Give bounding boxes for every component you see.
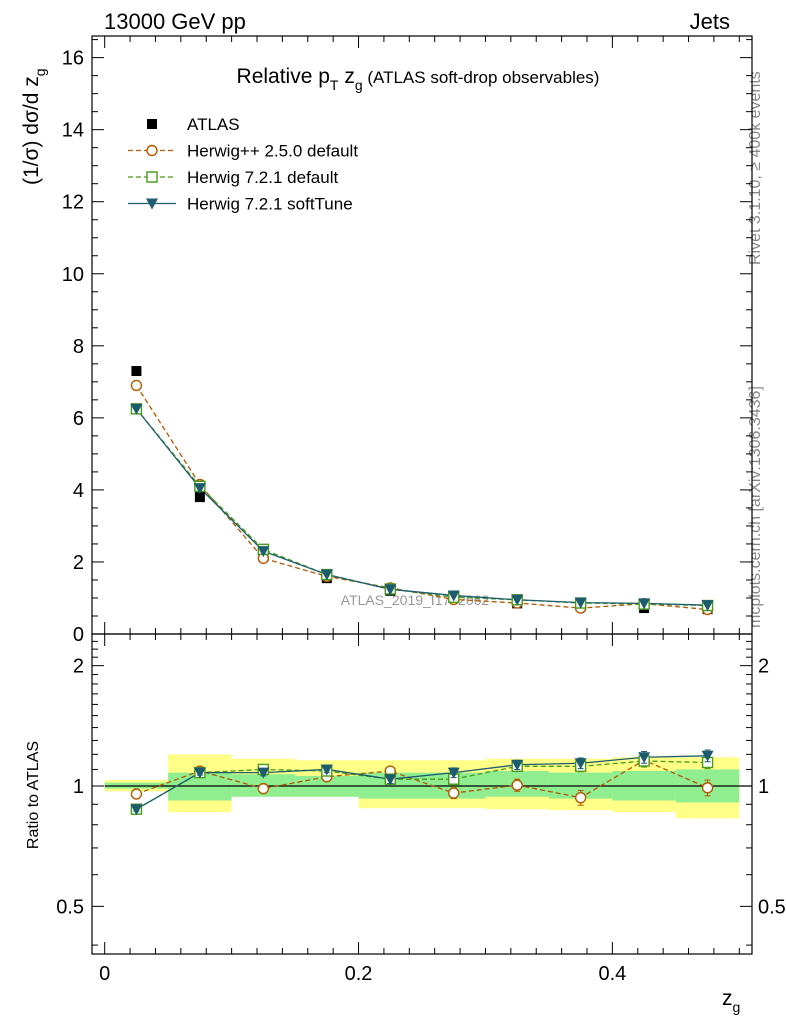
y-tick-label: 4 [73,480,84,502]
ratio-point-0-0 [130,788,143,800]
series-line-1 [135,385,708,611]
x-tick-label: 0.2 [345,963,373,985]
ratio-point-2-1 [193,767,206,779]
x-axis-label-sub: g [733,999,741,1015]
ratio-point-0-9 [701,782,714,794]
mcplots-label: mcplots.cern.ch [arXiv:1306.3436] [747,386,764,628]
ratio-point-2-7 [574,758,587,770]
title-main: Relative p [237,65,330,88]
x-tick-label: 0 [99,963,110,985]
legend-label-1: Herwig++ 2.5.0 default [187,142,358,161]
data-point-3-8 [638,598,651,610]
ratio-y-label: Ratio to ATLAS [25,741,42,849]
data-point-3-9 [701,600,714,612]
y-tick-label: 8 [73,336,84,358]
x-axis-label-main: z [722,987,733,1010]
ratio-y-tick-label-right: 1 [758,776,769,798]
legend-label-2: Herwig 7.2.1 default [187,168,338,187]
data-point-3-7 [574,597,587,609]
data-point-3-2 [257,546,270,558]
data-point-3-0 [130,403,143,415]
ratio-point-2-3 [320,764,333,776]
ratio-point-2-0 [130,804,143,816]
ratio-point-2-4 [384,774,397,786]
ratio-y-tick-label: 0.5 [56,896,84,918]
ratio-point-2-5 [447,767,460,779]
legend-marker-1 [146,144,158,157]
ratio-y-tick-label-right: 2 [758,656,769,678]
ratio-point-2-2 [257,767,270,779]
data-point-3-4 [384,584,397,596]
y-axis-label-main: (1/σ) dσ/d z [20,76,43,185]
x-axis-label: zg [722,987,740,1015]
ratio-y-tick-label-right: 0.5 [758,896,786,918]
ratio-point-2-6 [511,759,524,771]
ratio-point-0-7 [574,791,587,804]
data-point-0-0 [131,366,142,377]
ratio-frame [91,633,753,955]
ratio-line-0 [136,759,708,799]
data-point-1-0 [130,379,143,392]
y-tick-label: 2 [73,552,84,574]
watermark: ATLAS_2019_I1772062 [341,592,490,608]
ratio-y-tick-label: 1 [73,776,84,798]
y-tick-label: 0 [73,624,84,646]
legend-label-3: Herwig 7.2.1 softTune [187,195,353,214]
y-tick-label: 16 [62,48,84,70]
title-sub-g: g [355,77,363,93]
ratio-line-1 [136,760,708,810]
legend-marker-0 [147,119,157,129]
series-line-3 [135,408,708,606]
ratio-point-2-8 [638,752,651,764]
data-point-0-1 [194,492,205,503]
ratio-y-tick-label: 2 [73,656,84,678]
header-right: Jets [690,9,730,34]
legend-marker-2 [146,171,158,183]
series-line-2 [135,408,708,607]
y-tick-label: 10 [62,264,84,286]
data-point-3-5 [447,590,460,602]
y-axis-label: (1/σ) dσ/d zg [20,68,48,185]
chart-title: Relative pT zg (ATLAS soft-drop observab… [237,65,600,93]
title-z: z [338,65,354,88]
y-axis-label-sub: g [32,68,48,76]
x-tick-label: 0.4 [598,963,626,985]
legend-marker-3 [146,198,158,210]
data-point-3-3 [320,569,333,581]
data-point-3-1 [193,483,206,495]
rivet-label: Rivet 3.1.10, ≥ 400k events [747,71,764,265]
legend-label-0: ATLAS [187,115,240,134]
ratio-point-0-5 [448,787,460,799]
ratio-point-0-6 [511,779,523,791]
title-rest: (ATLAS soft-drop observables) [363,68,600,87]
y-tick-label: 6 [73,408,84,430]
header-left: 13000 GeV pp [104,9,246,34]
title-sub-T: T [330,77,339,93]
ratio-point-0-2 [257,782,270,795]
y-tick-label: 14 [62,120,84,142]
ratio-line-2 [136,755,708,810]
y-tick-label: 12 [62,192,84,214]
ratio-point-2-9 [701,750,714,762]
data-point-3-6 [511,594,524,606]
legend: ATLAS Herwig++ 2.5.0 default Herwig 7.2.1 … [128,115,358,214]
